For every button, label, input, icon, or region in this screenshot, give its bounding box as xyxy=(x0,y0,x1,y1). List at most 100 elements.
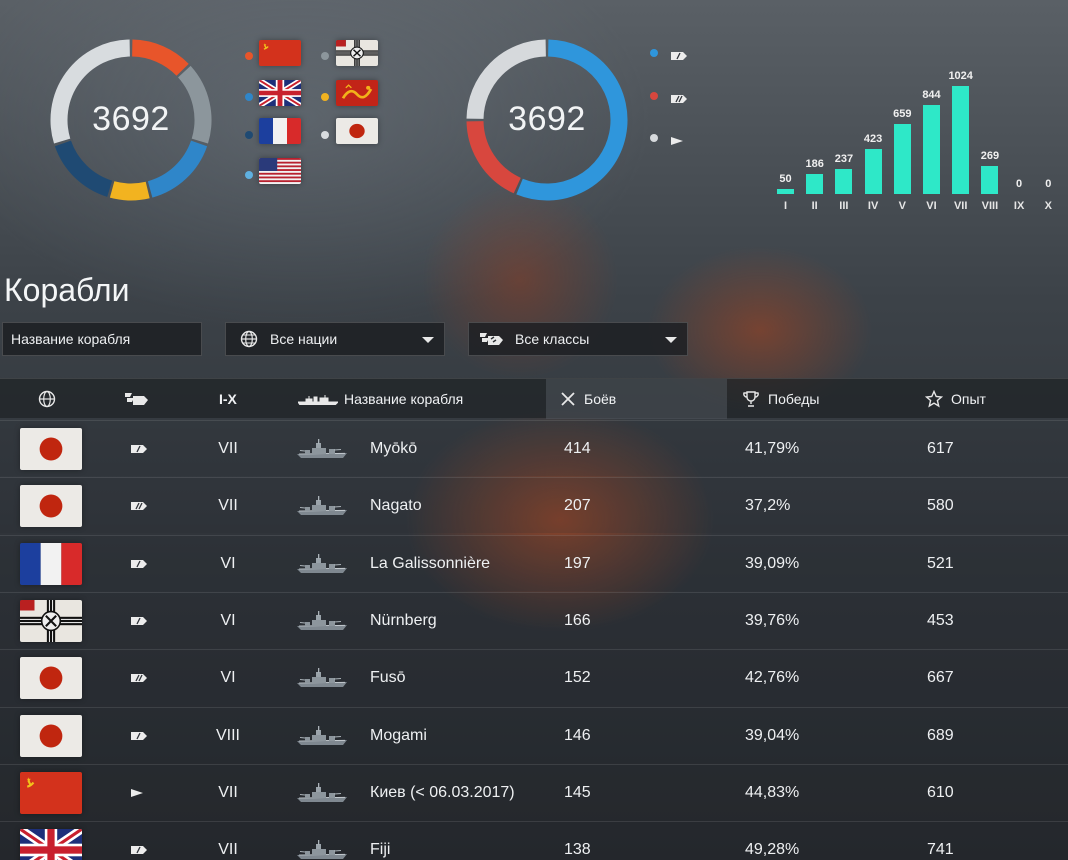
flag-ussr-icon xyxy=(20,771,82,814)
battles-cell: 138 xyxy=(564,841,591,859)
table-row[interactable]: VIII Mogami 146 39,04% 689 xyxy=(0,706,1068,764)
tier-bar-value: 659 xyxy=(893,108,912,121)
nation-segment[interactable] xyxy=(177,65,212,144)
tier-cell: VI xyxy=(220,669,236,687)
ship-name-cell: Mogami xyxy=(370,726,427,744)
nation-segment[interactable] xyxy=(131,39,189,76)
tier-bar[interactable] xyxy=(835,169,853,194)
table-row[interactable]: VI Fusō 152 42,76% 667 xyxy=(0,649,1068,706)
tier-bar-value: 844 xyxy=(922,88,941,101)
wins-cell: 37,2% xyxy=(745,497,791,515)
tier-bar[interactable] xyxy=(893,124,911,194)
flag-france-icon[interactable] xyxy=(259,118,301,144)
wins-cell: 42,76% xyxy=(745,669,800,687)
wins-header-label: Победы xyxy=(768,391,820,407)
tier-cell: VI xyxy=(220,554,236,572)
wins-cell: 49,28% xyxy=(745,841,800,859)
tier-bar-value: 0 xyxy=(1045,178,1052,190)
ship-image xyxy=(296,666,348,690)
table-row[interactable]: VII Киев (< 06.03.2017) 145 44,83% 610 xyxy=(0,763,1068,821)
destroyer-icon xyxy=(130,765,144,821)
tier-bar[interactable] xyxy=(923,104,940,194)
cruiser-icon xyxy=(130,708,148,764)
flag-germany-icon xyxy=(20,599,82,642)
tier-cell: VI xyxy=(220,611,236,629)
flag-pan-asia-icon[interactable] xyxy=(336,80,378,106)
sort-by-class[interactable] xyxy=(124,379,150,419)
sort-by-tier[interactable]: I-X xyxy=(219,391,237,407)
table-row[interactable]: VII Nagato 207 37,2% 580 xyxy=(0,477,1068,534)
globe-icon xyxy=(38,390,56,408)
flag-usa-icon[interactable] xyxy=(259,158,301,184)
ship-image xyxy=(296,781,348,805)
ship-name-cell: Nürnberg xyxy=(370,611,437,629)
nations-donut-chart xyxy=(50,39,212,201)
flag-japan-icon xyxy=(20,485,82,528)
battles-cell: 197 xyxy=(564,554,591,572)
nation-segment[interactable] xyxy=(50,39,131,144)
legend-dot xyxy=(650,134,658,142)
exp-cell: 453 xyxy=(927,611,954,629)
destroyer-icon[interactable] xyxy=(670,133,684,151)
class-segment[interactable] xyxy=(516,39,628,201)
wins-cell: 44,83% xyxy=(745,783,800,801)
cruiser-icon[interactable] xyxy=(670,48,688,66)
ship-name-cell: Fiji xyxy=(370,841,391,859)
class-segment[interactable] xyxy=(466,120,522,194)
sort-by-nation[interactable] xyxy=(38,379,56,419)
tier-bar[interactable] xyxy=(777,188,794,194)
flag-ussr-icon[interactable] xyxy=(259,40,301,66)
legend-dot xyxy=(245,52,253,60)
battleship-icon xyxy=(130,478,148,534)
tier-tick-label: V xyxy=(898,200,906,212)
ship-name-search-input[interactable]: Название корабля xyxy=(2,322,202,356)
tier-bar-value: 186 xyxy=(805,158,824,171)
battleship-icon[interactable] xyxy=(670,91,688,109)
table-row[interactable]: VI La Galissonnière 197 39,09% 521 xyxy=(0,534,1068,591)
exp-cell: 521 xyxy=(927,554,954,572)
flag-germany-icon[interactable] xyxy=(336,40,378,66)
flag-japan-icon xyxy=(20,657,82,700)
tier-tick-label: VII xyxy=(953,200,968,212)
tier-bar[interactable] xyxy=(806,174,824,194)
table-row[interactable]: VI Nürnberg 166 39,76% 453 xyxy=(0,591,1068,649)
tier-bar-value: 423 xyxy=(863,133,883,146)
table-row[interactable]: VII Fiji 138 49,28% 741 xyxy=(0,821,1068,860)
flag-uk-icon[interactable] xyxy=(259,80,301,106)
nation-segment[interactable] xyxy=(109,181,150,201)
nations-total: 3692 xyxy=(92,100,170,138)
tier-tick-label: X xyxy=(1044,200,1052,212)
class-segment[interactable] xyxy=(466,39,547,120)
nation-segment[interactable] xyxy=(147,140,208,198)
tier-tick-label: VIII xyxy=(981,200,999,212)
ship-classes-icon xyxy=(125,393,148,405)
tier-tick-label: IV xyxy=(867,200,879,212)
tier-bar[interactable] xyxy=(981,165,999,194)
flag-japan-icon xyxy=(20,428,82,470)
tier-cell: VII xyxy=(218,440,238,457)
exp-cell: 580 xyxy=(927,497,954,515)
tier-bar[interactable] xyxy=(864,149,882,194)
sort-by-wins[interactable]: Победы xyxy=(742,379,819,419)
tier-bar[interactable] xyxy=(952,86,970,194)
sort-by-battles[interactable]: Боёв xyxy=(546,379,727,419)
cruiser-icon xyxy=(130,593,148,649)
sort-by-exp[interactable]: Опыт xyxy=(925,379,986,419)
ship-image xyxy=(296,552,348,576)
flag-japan-icon[interactable] xyxy=(336,118,378,144)
table-row[interactable]: VII Myōkō 414 41,79% 617 xyxy=(0,420,1068,476)
battles-cell: 145 xyxy=(564,783,591,801)
class-filter-value: Все классы xyxy=(515,331,590,347)
ship-image xyxy=(296,494,348,518)
ship-name-cell: La Galissonnière xyxy=(370,554,491,572)
nation-segment[interactable] xyxy=(54,140,113,197)
sort-by-ship-name[interactable]: Название корабля xyxy=(298,379,463,419)
exp-cell: 667 xyxy=(927,669,954,687)
tier-cell: VIII xyxy=(215,726,240,744)
legend-dot xyxy=(321,52,329,60)
class-filter-dropdown[interactable]: Все классы xyxy=(468,322,688,356)
exp-header-label: Опыт xyxy=(951,391,986,407)
nation-filter-dropdown[interactable]: Все нации xyxy=(225,322,445,356)
flag-france-icon xyxy=(20,542,82,585)
classes-total: 3692 xyxy=(508,100,586,138)
